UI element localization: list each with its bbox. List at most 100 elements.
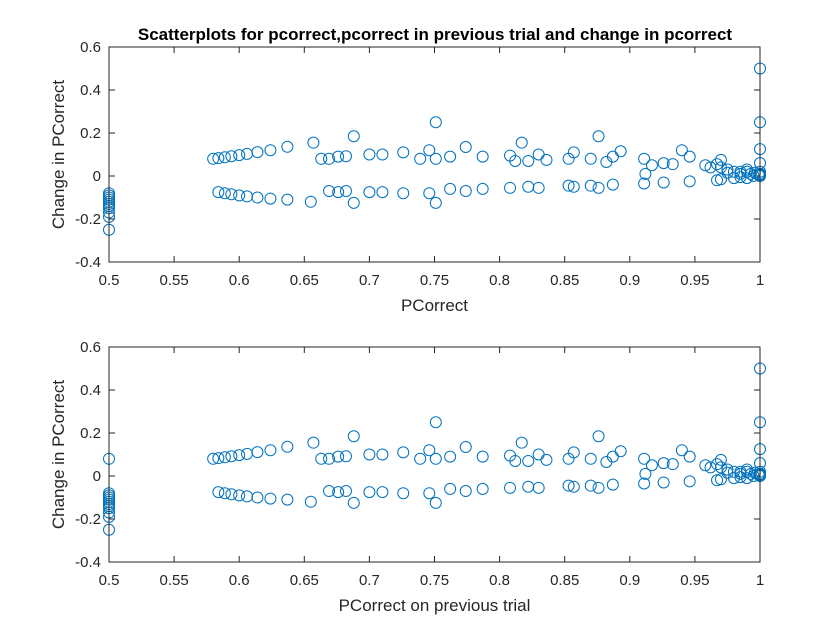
bottom-y-tick-label: -0.4 xyxy=(75,554,101,571)
bottom-data-point xyxy=(515,436,528,449)
top-scatter-axes: 0.5 0.55 0.6 0.65 0.7 0.75 0.8 0.85 0.9 0.95 1 -0.4… xyxy=(49,39,766,315)
top-data-point xyxy=(225,150,238,163)
top-data-point xyxy=(683,150,696,163)
bottom-data-point xyxy=(281,493,294,506)
bottom-data-point xyxy=(332,486,345,499)
top-data-point xyxy=(606,178,619,191)
top-data-point xyxy=(339,150,352,163)
bottom-data-point xyxy=(532,481,545,494)
bottom-data-point xyxy=(683,450,696,463)
top-data-point xyxy=(562,179,575,192)
top-data-point xyxy=(423,144,436,157)
top-data-point xyxy=(476,150,489,163)
bottom-data-point xyxy=(218,451,231,464)
top-data-point xyxy=(657,176,670,189)
bottom-data-point xyxy=(233,449,246,462)
bottom-y-tick-label: 0 xyxy=(93,468,101,485)
top-data-point xyxy=(567,146,580,159)
top-data-point xyxy=(429,116,442,129)
bottom-data-point xyxy=(429,452,442,465)
top-data-point xyxy=(727,165,740,178)
top-data-point xyxy=(376,148,389,161)
top-data-point xyxy=(397,187,410,200)
top-data-point xyxy=(281,140,294,153)
top-x-tick-label: 0.95 xyxy=(680,272,709,289)
top-x-tick-label: 0.9 xyxy=(619,272,640,289)
top-data-point xyxy=(429,152,442,165)
top-data-point xyxy=(711,158,724,171)
bottom-data-point xyxy=(562,479,575,492)
bottom-y-tick-label: 0.6 xyxy=(80,339,101,356)
bottom-data-point xyxy=(363,448,376,461)
bottom-data-point xyxy=(264,492,277,505)
bottom-data-point xyxy=(459,440,472,453)
bottom-data-point xyxy=(251,491,264,504)
top-plot-area xyxy=(109,47,760,262)
bottom-x-tick-label: 0.55 xyxy=(159,572,188,589)
top-data-point xyxy=(592,130,605,143)
top-x-tick-label: 0.85 xyxy=(550,272,579,289)
bottom-data-point xyxy=(638,452,651,465)
bottom-data-point xyxy=(207,452,220,465)
bottom-data-point xyxy=(429,496,442,509)
top-data-point xyxy=(714,173,727,186)
bottom-data-point xyxy=(592,481,605,494)
bottom-data-point xyxy=(347,430,360,443)
top-data-point xyxy=(323,185,336,198)
bottom-data-point xyxy=(225,488,238,501)
top-data-point xyxy=(699,159,712,172)
figure-title: Scatterplots for pcorrect,pcorrect in pr… xyxy=(138,25,733,44)
bottom-data-point xyxy=(225,450,238,463)
bottom-data-point xyxy=(307,436,320,449)
bottom-x-tick-label: 0.85 xyxy=(550,572,579,589)
bottom-scatter-axes: 0.5 0.55 0.6 0.65 0.7 0.75 0.8 0.85 0.9 0.95 1 -0.4… xyxy=(49,339,766,615)
top-data-point xyxy=(675,144,688,157)
top-data-point xyxy=(522,154,535,167)
bottom-y-axis-label: Change in PCorrect xyxy=(49,380,68,530)
bottom-data-point xyxy=(592,430,605,443)
top-data-point xyxy=(584,179,597,192)
bottom-x-tick-label: 0.5 xyxy=(99,572,120,589)
top-data-point xyxy=(639,167,652,180)
bottom-data-point xyxy=(639,467,652,480)
top-data-point xyxy=(515,136,528,149)
bottom-data-point xyxy=(584,479,597,492)
top-data-point xyxy=(233,149,246,162)
bottom-data-point xyxy=(251,446,264,459)
top-data-point xyxy=(721,166,734,179)
bottom-data-point xyxy=(281,440,294,453)
bottom-x-tick-label: 0.65 xyxy=(290,572,319,589)
bottom-data-point xyxy=(683,475,696,488)
bottom-data-point xyxy=(444,482,457,495)
bottom-data-point xyxy=(476,450,489,463)
bottom-x-tick-label: 0.6 xyxy=(229,572,250,589)
top-data-point xyxy=(504,181,517,194)
bottom-data-point xyxy=(476,482,489,495)
bottom-data-point xyxy=(734,467,747,480)
top-x-tick-label: 0.65 xyxy=(290,272,319,289)
bottom-data-point xyxy=(376,448,389,461)
top-data-point xyxy=(645,159,658,172)
top-data-point xyxy=(218,151,231,164)
bottom-data-point xyxy=(323,485,336,498)
top-data-point xyxy=(339,185,352,198)
bottom-x-tick-label: 0.7 xyxy=(359,572,380,589)
top-data-point xyxy=(638,177,651,190)
bottom-axes-frame xyxy=(108,346,761,563)
bottom-data-point xyxy=(675,444,688,457)
top-y-tick-label: -0.4 xyxy=(75,254,101,271)
bottom-data-point xyxy=(522,454,535,467)
bottom-data-point xyxy=(264,444,277,457)
top-x-tick-label: 0.75 xyxy=(420,272,449,289)
bottom-y-tick-label: 0.4 xyxy=(80,382,101,399)
bottom-data-point xyxy=(339,450,352,463)
top-data-point xyxy=(683,175,696,188)
top-x-tick-label: 0.7 xyxy=(359,272,380,289)
bottom-data-point xyxy=(233,489,246,502)
bottom-data-point xyxy=(727,465,740,478)
bottom-data-point xyxy=(540,453,553,466)
top-x-tick-label: 0.5 xyxy=(99,272,120,289)
top-data-point xyxy=(459,140,472,153)
bottom-data-point xyxy=(711,458,724,471)
